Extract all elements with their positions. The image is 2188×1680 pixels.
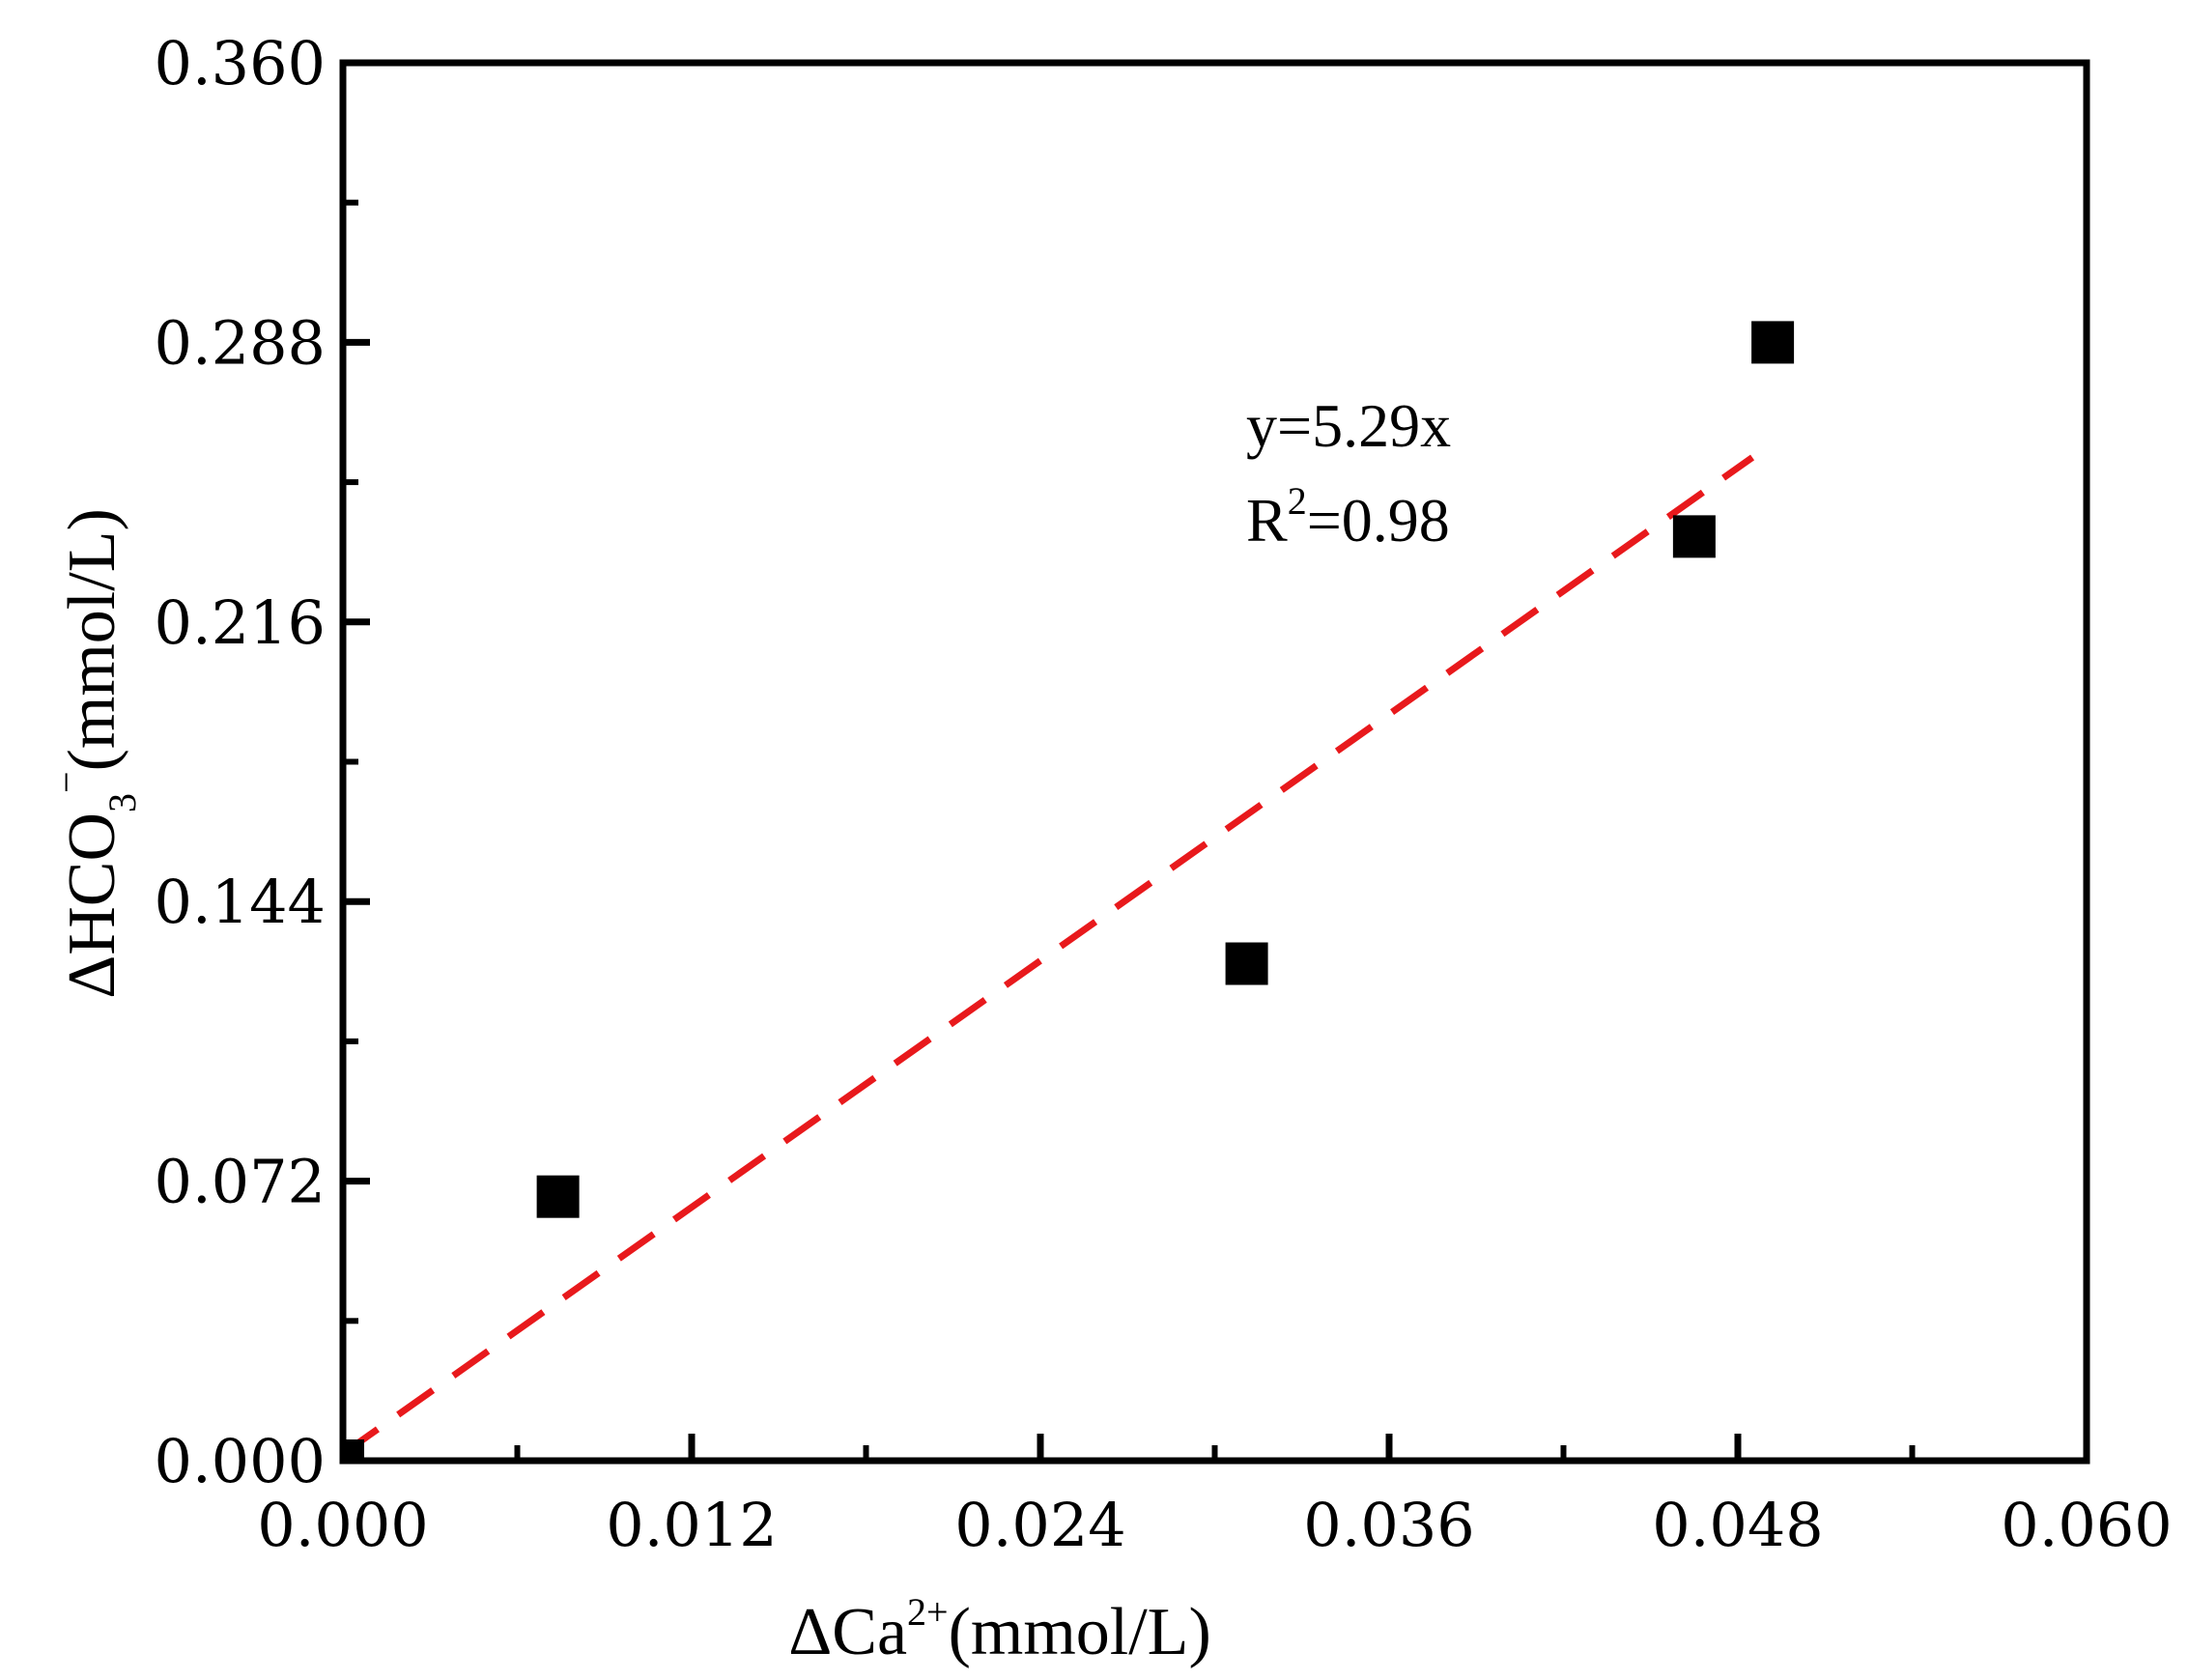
fit-line bbox=[343, 454, 1755, 1457]
y-tick-label: 0.288 bbox=[155, 307, 327, 378]
tick-labels-layer: 0.000 0.012 0.024 0.036 0.048 0.060 0.000 0.072… bbox=[155, 28, 2173, 1560]
data-point bbox=[536, 1175, 580, 1218]
data-point bbox=[1225, 942, 1268, 985]
fit-line-layer bbox=[343, 454, 1755, 1457]
x-tick-label: 0.012 bbox=[606, 1490, 778, 1560]
x-tick-label: 0.036 bbox=[1303, 1490, 1475, 1560]
data-point bbox=[1751, 321, 1795, 364]
x-axis-title: ΔCa2+(mmol/L) bbox=[788, 1590, 1211, 1669]
plot-frame bbox=[339, 59, 2090, 1465]
data-point bbox=[1672, 515, 1716, 558]
data-point bbox=[343, 1439, 364, 1461]
y-tick-label: 0.144 bbox=[155, 867, 327, 937]
y-tick-label: 0.072 bbox=[155, 1147, 327, 1217]
r-squared: R2=0.98 bbox=[1246, 479, 1450, 555]
ticks-layer bbox=[339, 59, 2090, 1465]
x-tick-label: 0.048 bbox=[1652, 1490, 1824, 1560]
y-tick-label: 0.216 bbox=[155, 587, 327, 658]
y-tick-label: 0.360 bbox=[155, 28, 327, 99]
data-points-layer bbox=[343, 321, 1795, 1461]
y-tick-label: 0.000 bbox=[155, 1426, 327, 1496]
x-tick-label: 0.024 bbox=[954, 1490, 1126, 1560]
y-axis-title: ΔHCO3−(mmol/L) bbox=[44, 508, 144, 999]
x-tick-label: 0.060 bbox=[2001, 1490, 2173, 1560]
x-tick-label: 0.000 bbox=[257, 1490, 429, 1560]
fit-equation: y=5.29x bbox=[1246, 391, 1451, 460]
